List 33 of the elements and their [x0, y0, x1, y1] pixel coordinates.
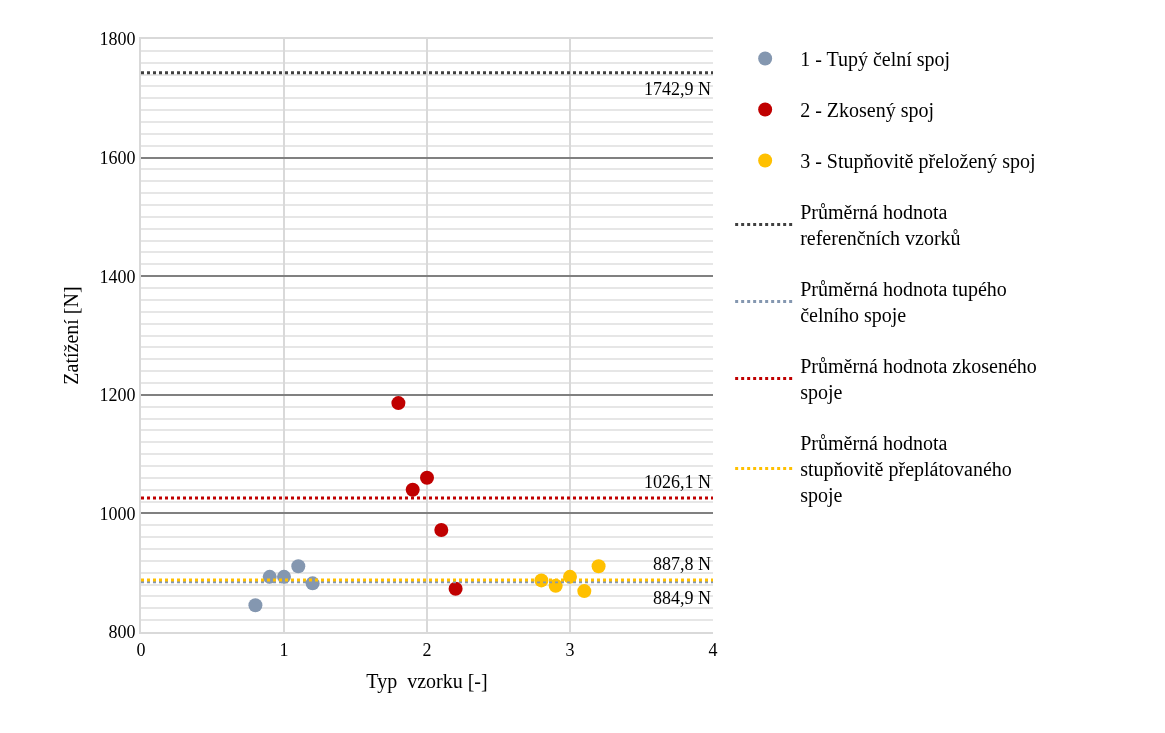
y-tick-label: 1000	[99, 503, 136, 524]
point	[591, 559, 606, 574]
y-tick-label: 800	[108, 622, 136, 643]
point	[434, 523, 449, 537]
point	[248, 598, 263, 613]
legend-label: 2 - Zkosený spoj	[800, 99, 935, 123]
legend-label: 1 - Tupý čelní spoj	[800, 48, 951, 72]
y-tick-label: 1400	[99, 266, 136, 287]
legend-label: Průměrná hodnota zkoseného spoje	[800, 355, 1037, 405]
x-tick-label: 3	[565, 639, 575, 660]
x-tick-label: 1	[279, 639, 289, 660]
point	[405, 482, 420, 497]
y-tick-label: 1200	[99, 385, 136, 406]
point	[420, 470, 434, 485]
point	[391, 396, 406, 411]
legend-label: Průměrná hodnota tupého čelního spoje	[800, 278, 1007, 328]
point	[448, 581, 463, 596]
point	[577, 584, 592, 599]
x-axis-title: Typ vzorku [-]	[366, 669, 488, 693]
y-tick-label: 1800	[99, 29, 136, 50]
x-tick-label: 2	[422, 639, 432, 660]
x-tick-label: 0	[136, 639, 146, 660]
annotation: 1026,1 N	[644, 472, 711, 492]
annotation: 884,9 N	[653, 588, 711, 608]
x-tick-label: 4	[708, 639, 718, 660]
legend-label: Průměrná hodnota referenčních vzorků	[800, 201, 961, 250]
annotation: 1742,9 N	[644, 79, 711, 99]
annotation: 887,8 N	[653, 554, 711, 574]
y-axis-title: Zatížení [N]	[60, 286, 83, 385]
legend-label: Průměrná hodnota stupňovitě přeplátovaného spoje	[800, 432, 1012, 508]
legend-label: 3 - Stupňovitě přeložený spoj	[800, 150, 1036, 174]
y-tick-label: 1600	[99, 147, 136, 168]
point	[291, 559, 306, 574]
